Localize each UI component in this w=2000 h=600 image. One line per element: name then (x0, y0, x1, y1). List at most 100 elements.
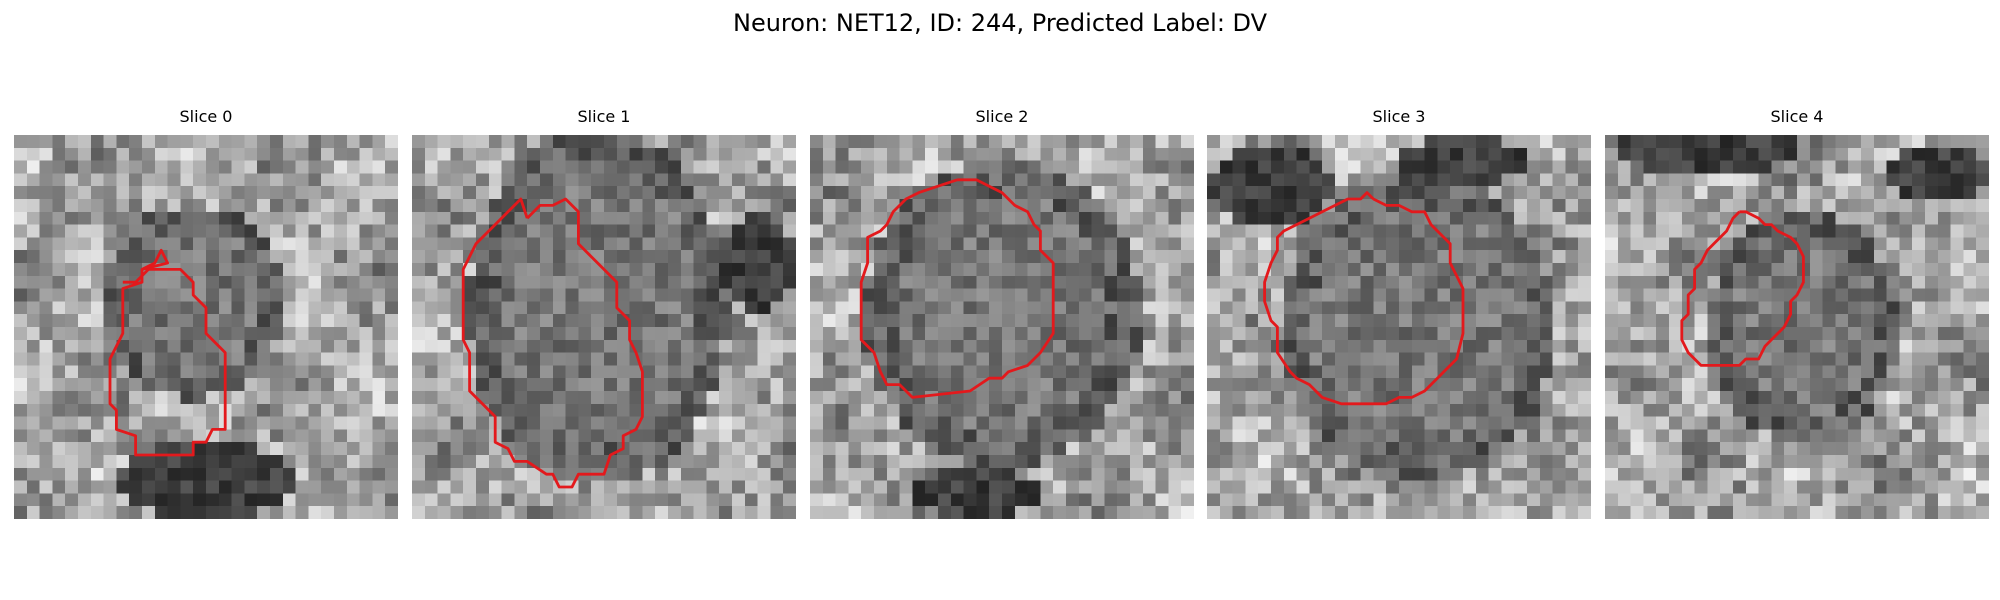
image-pixel (1886, 480, 1900, 494)
image-pixel (1347, 391, 1361, 405)
image-pixel (437, 352, 451, 366)
image-pixel (1797, 442, 1811, 456)
image-pixel (1014, 160, 1028, 174)
image-pixel (412, 480, 426, 494)
image-pixel (1104, 455, 1118, 469)
image-pixel (783, 263, 796, 277)
image-pixel (565, 429, 579, 443)
image-pixel (501, 365, 515, 379)
image-pixel (26, 314, 40, 328)
image-pixel (1117, 301, 1131, 315)
image-pixel (1822, 173, 1836, 187)
image-pixel (1091, 480, 1105, 494)
image-pixel (976, 352, 990, 366)
image-pixel (1899, 352, 1913, 366)
image-pixel (989, 237, 1003, 251)
image-pixel (861, 288, 875, 302)
image-pixel (14, 224, 28, 238)
image-pixel (1091, 429, 1105, 443)
image-pixel (1501, 467, 1515, 481)
image-pixel (591, 506, 605, 519)
image-pixel (39, 442, 53, 456)
image-pixel (52, 493, 66, 507)
image-pixel (1027, 416, 1041, 430)
image-pixel (629, 429, 643, 443)
image-pixel (385, 275, 398, 289)
image-pixel (1552, 237, 1566, 251)
image-pixel (1861, 429, 1875, 443)
image-pixel (1155, 250, 1169, 264)
image-pixel (154, 442, 168, 456)
image-pixel (1078, 455, 1092, 469)
image-pixel (1578, 493, 1591, 507)
image-pixel (1669, 378, 1683, 392)
image-pixel (1937, 135, 1951, 149)
image-pixel (282, 391, 296, 405)
image-pixel (1130, 339, 1144, 353)
image-pixel (1066, 211, 1080, 225)
image-pixel (950, 327, 964, 341)
image-pixel (540, 480, 554, 494)
image-pixel (1219, 314, 1233, 328)
image-pixel (450, 455, 464, 469)
image-pixel (334, 365, 348, 379)
image-pixel (1848, 467, 1862, 481)
image-pixel (1835, 147, 1849, 161)
image-pixel (1963, 378, 1977, 392)
image-pixel (591, 173, 605, 187)
image-pixel (1886, 352, 1900, 366)
image-pixel (129, 339, 143, 353)
image-pixel (861, 275, 875, 289)
image-pixel (1271, 211, 1285, 225)
image-pixel (680, 301, 694, 315)
image-pixel (540, 301, 554, 315)
image-pixel (1386, 250, 1400, 264)
image-pixel (1720, 160, 1734, 174)
image-pixel (1758, 135, 1772, 149)
image-pixel (1027, 467, 1041, 481)
image-pixel (886, 339, 900, 353)
image-pixel (1283, 250, 1297, 264)
image-pixel (1873, 365, 1887, 379)
image-pixel (1258, 147, 1272, 161)
image-pixel (1937, 493, 1951, 507)
image-pixel (1450, 467, 1464, 481)
image-pixel (1027, 327, 1041, 341)
image-pixel (1873, 147, 1887, 161)
image-pixel (1630, 493, 1644, 507)
image-pixel (218, 275, 232, 289)
image-pixel (642, 506, 656, 519)
image-pixel (1527, 288, 1541, 302)
image-pixel (1950, 442, 1964, 456)
image-pixel (257, 493, 271, 507)
image-pixel (1475, 493, 1489, 507)
image-pixel (1797, 429, 1811, 443)
image-pixel (1386, 378, 1400, 392)
image-pixel (1386, 365, 1400, 379)
image-pixel (963, 301, 977, 315)
image-pixel (1835, 493, 1849, 507)
image-pixel (1809, 352, 1823, 366)
image-pixel (14, 314, 28, 328)
image-pixel (154, 339, 168, 353)
image-pixel (604, 467, 618, 481)
image-pixel (1066, 455, 1080, 469)
image-pixel (1886, 493, 1900, 507)
image-pixel (359, 301, 373, 315)
image-pixel (1501, 378, 1515, 392)
image-pixel (1937, 506, 1951, 519)
image-pixel (257, 224, 271, 238)
image-pixel (1027, 173, 1041, 187)
image-pixel (1771, 365, 1785, 379)
image-pixel (1899, 314, 1913, 328)
image-pixel (476, 199, 490, 213)
image-pixel (359, 237, 373, 251)
image-pixel (770, 147, 784, 161)
image-pixel (1925, 186, 1939, 200)
image-pixel (1578, 442, 1591, 456)
image-pixel (476, 442, 490, 456)
image-pixel (1937, 365, 1951, 379)
image-pixel (976, 224, 990, 238)
image-pixel (886, 506, 900, 519)
image-pixel (295, 467, 309, 481)
